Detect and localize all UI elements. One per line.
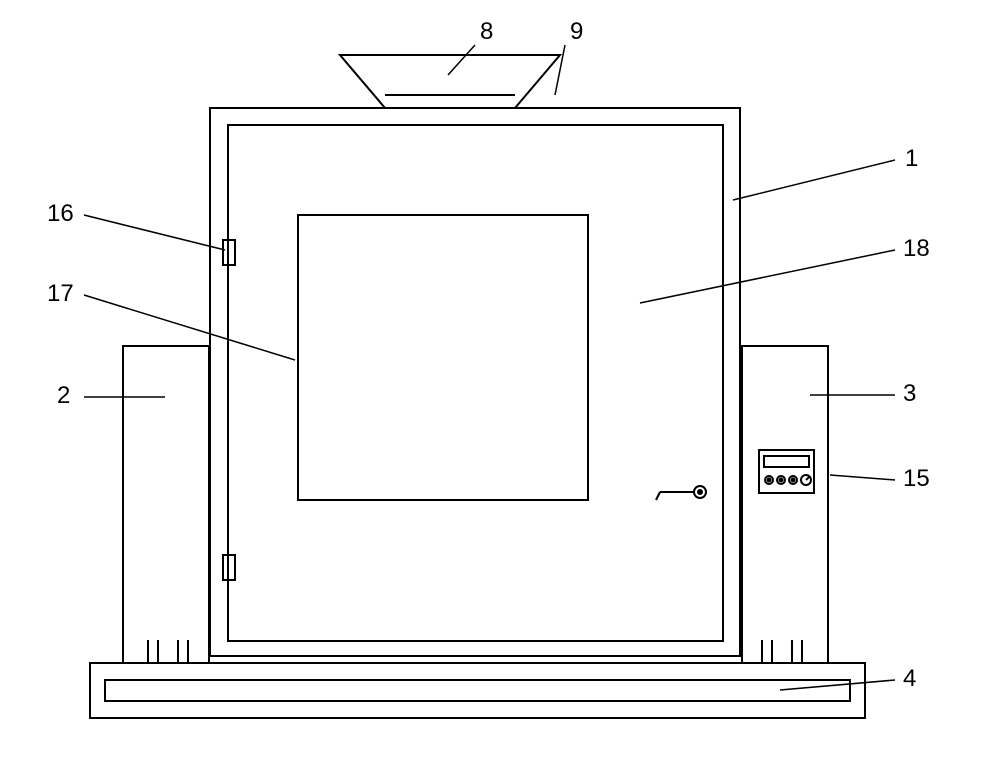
label-1: 1 xyxy=(905,145,918,173)
label-3: 3 xyxy=(903,380,916,408)
label-9: 9 xyxy=(570,18,583,46)
hopper xyxy=(340,55,560,108)
door-handle xyxy=(656,486,706,500)
door-panel xyxy=(228,125,723,641)
window xyxy=(298,215,588,500)
label-8: 8 xyxy=(480,18,493,46)
base-inner xyxy=(105,680,850,701)
diagram-svg xyxy=(0,0,1000,770)
label-15: 15 xyxy=(903,465,930,493)
control-panel xyxy=(759,450,814,493)
label-2: 2 xyxy=(57,382,70,410)
base-outer xyxy=(90,663,865,718)
left-pillar xyxy=(123,346,209,663)
right-pillar xyxy=(742,346,828,663)
label-18: 18 xyxy=(903,235,930,263)
main-body xyxy=(210,108,740,656)
label-4: 4 xyxy=(903,665,916,693)
leader-lines xyxy=(84,45,895,690)
label-16: 16 xyxy=(47,200,74,228)
label-17: 17 xyxy=(47,280,74,308)
